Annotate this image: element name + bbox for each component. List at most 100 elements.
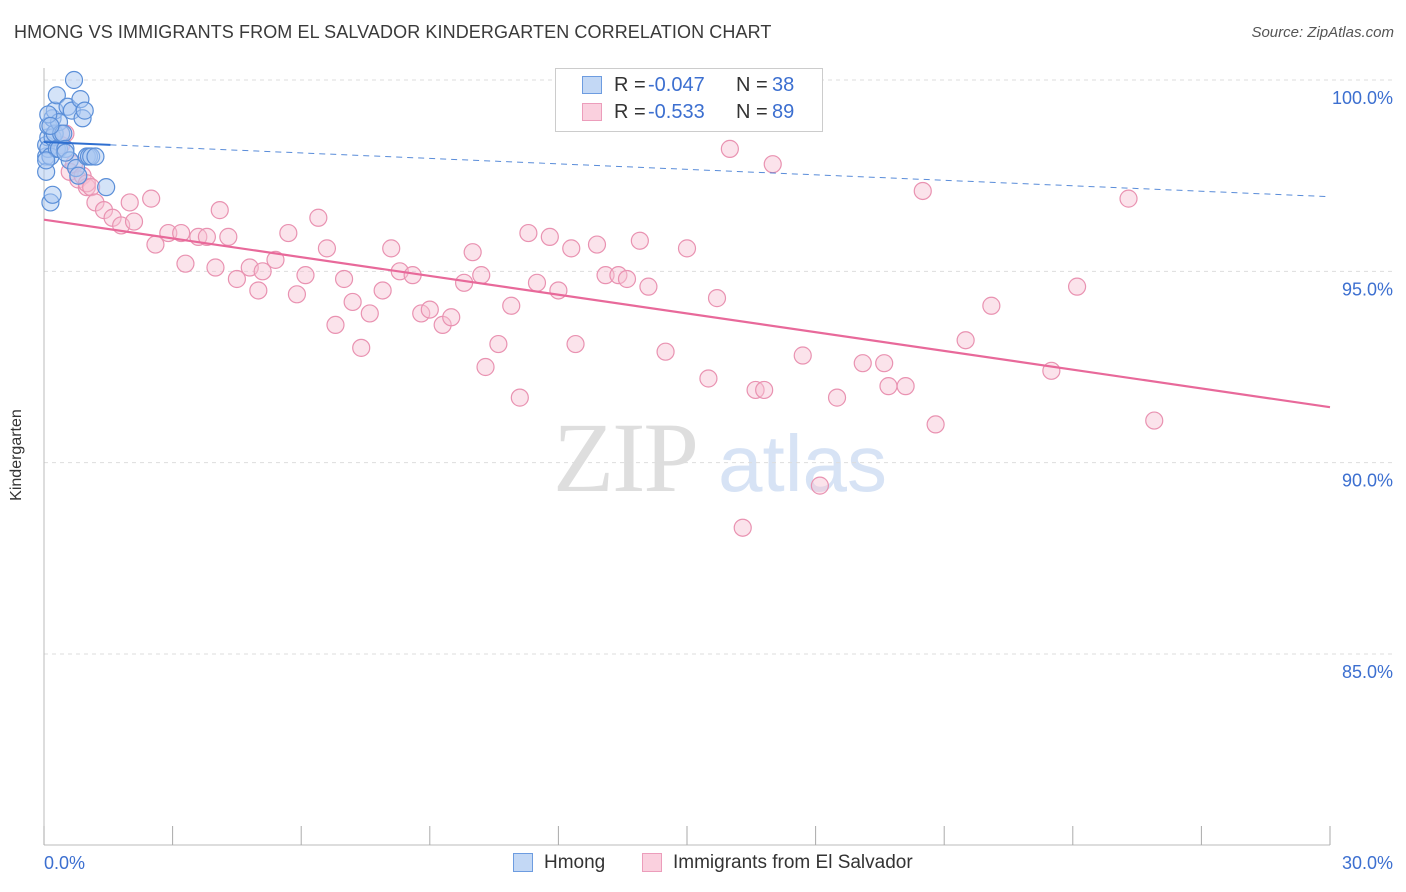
salvador-point: [373, 281, 392, 300]
salvador-point: [249, 281, 268, 300]
salvador-point: [334, 269, 354, 289]
r-label: R =: [614, 74, 646, 96]
stats-box: R = -0.047 N = 38 R = -0.533 N = 89: [555, 68, 823, 132]
hmong-swatch: [582, 76, 602, 94]
hmong-point: [75, 101, 94, 120]
n-label: N =: [736, 101, 768, 123]
y-tick-label: 85.0%: [1342, 662, 1393, 682]
trend-layer: [43, 140, 1331, 409]
salvador-point: [287, 285, 307, 304]
salvador-point: [210, 201, 229, 220]
salvador-point: [142, 189, 161, 208]
y-tick-label: 100.0%: [1332, 88, 1393, 108]
salvador-point: [120, 193, 139, 212]
salvador-point: [879, 377, 898, 396]
salvador-point: [510, 388, 529, 407]
hmong-trend-dashed: [110, 144, 1331, 198]
salvador-point: [656, 342, 675, 361]
y-tick-label: 95.0%: [1342, 279, 1393, 299]
hmong-point: [47, 86, 66, 105]
salvador-point: [476, 357, 495, 377]
salvador-point: [793, 346, 812, 365]
salvador-point: [463, 243, 482, 262]
salvador-point: [279, 223, 298, 243]
salvador-point: [309, 208, 328, 227]
salvador-point: [266, 250, 285, 269]
n-value: 89: [772, 101, 795, 123]
salvador-point: [326, 315, 345, 335]
salvador-point: [982, 296, 1001, 315]
salvador-point: [853, 354, 872, 373]
salvador-point: [763, 155, 782, 174]
grid-layer: [44, 79, 1392, 655]
salvador-point: [896, 377, 915, 396]
x-tick-label: 30.0%: [1342, 853, 1393, 873]
salvador-swatch: [582, 103, 602, 121]
salvador-point: [1067, 277, 1087, 296]
salvador-point: [206, 258, 225, 277]
salvador-point: [124, 212, 144, 231]
n-label: N =: [736, 74, 768, 96]
salvador-point: [733, 518, 752, 537]
watermark-zip: ZIP: [553, 402, 699, 513]
chart-title: HMONG VS IMMIGRANTS FROM EL SALVADOR KIN…: [14, 22, 772, 42]
salvador-point: [596, 266, 615, 285]
salvador-point: [699, 369, 718, 388]
r-value: -0.533: [648, 101, 705, 123]
hmong-point: [64, 70, 84, 90]
salvador-point: [343, 292, 362, 312]
salvador-point: [677, 239, 697, 258]
legend-label: Immigrants from El Salvador: [673, 852, 913, 873]
salvador-point: [197, 227, 216, 246]
salvador-point: [172, 223, 191, 243]
r-value: -0.047: [648, 74, 705, 96]
r-label: R =: [614, 101, 646, 123]
salvador-point: [527, 273, 547, 292]
axis-layer: [43, 68, 1331, 846]
salvador-point: [317, 239, 337, 258]
watermark-atlas: atlas: [718, 419, 887, 508]
salvador-point: [875, 354, 894, 373]
hmong-point: [69, 166, 88, 185]
hmong-legend-swatch: [513, 853, 533, 872]
salvador-point: [1119, 189, 1138, 208]
salvador-point: [956, 331, 975, 350]
salvador-point: [502, 296, 521, 315]
salvador-point: [540, 227, 559, 246]
y-tick-label: 90.0%: [1342, 471, 1393, 491]
salvador-point: [630, 231, 649, 250]
hmong-point: [41, 116, 60, 136]
salvador-legend-swatch: [642, 853, 662, 872]
salvador-point: [827, 388, 847, 407]
hmong-point: [56, 143, 75, 162]
salvador-point: [296, 266, 315, 285]
hmong-point: [97, 178, 116, 197]
salvador-point: [472, 266, 491, 285]
salvador-point: [382, 239, 401, 258]
point-layer: [37, 70, 1164, 537]
hmong-point: [86, 147, 105, 166]
salvador-point: [412, 304, 431, 323]
salvador-point: [639, 277, 658, 296]
salvador-point: [227, 269, 246, 289]
hmong-trend-solid: [43, 140, 111, 146]
salvador-point: [566, 334, 585, 354]
source-credit: Source: ZipAtlas.com: [1251, 24, 1394, 41]
salvador-point: [253, 262, 272, 281]
salvador-point: [720, 139, 739, 158]
tick-label-layer: 85.0% 90.0% 95.0% 100.0% 0.0% 30.0%: [44, 88, 1393, 873]
n-value: 38: [772, 74, 795, 96]
salvador-point: [810, 476, 829, 495]
stats-row-hmong: R = -0.047 N = 38: [556, 74, 822, 98]
x-tick-label: 0.0%: [44, 853, 85, 873]
hmong-point: [43, 185, 62, 204]
salvador-point: [1145, 411, 1164, 430]
salvador-point: [519, 223, 538, 243]
salvador-point: [176, 254, 195, 273]
salvador-point: [617, 269, 637, 289]
salvador-point: [707, 289, 727, 308]
salvador-point: [587, 235, 607, 254]
salvador-point: [489, 334, 508, 354]
salvador-point: [609, 266, 628, 285]
salvador-point: [562, 239, 581, 258]
